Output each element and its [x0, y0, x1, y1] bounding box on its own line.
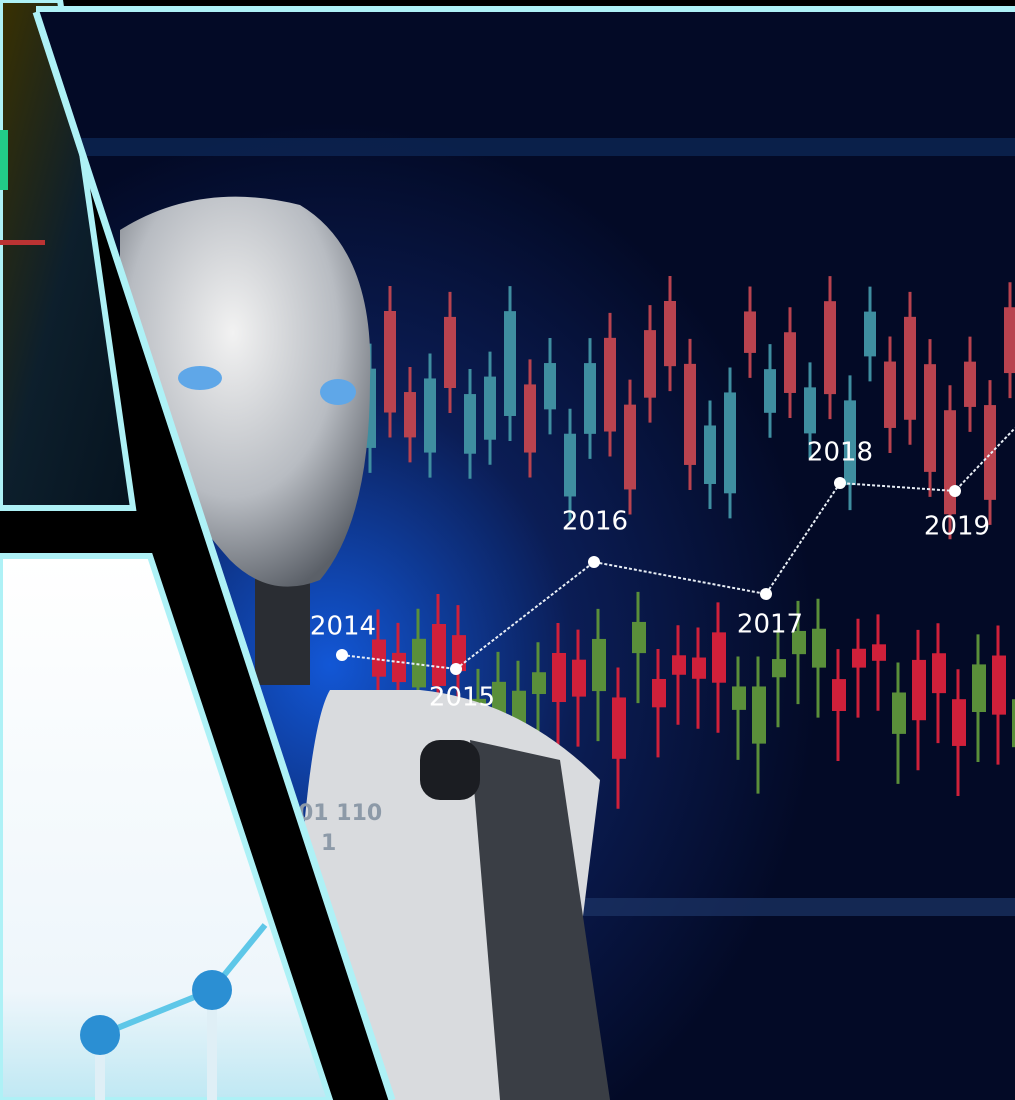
candle-body	[892, 692, 906, 734]
candle-body	[972, 664, 986, 713]
year-label: 2014	[310, 612, 376, 642]
candle-body	[844, 400, 856, 486]
candle-body	[552, 652, 566, 703]
candle-body	[652, 678, 666, 708]
candle-body	[392, 652, 406, 683]
candle-body	[484, 376, 496, 440]
candle-body	[884, 361, 896, 428]
candle-body	[812, 628, 826, 668]
band	[36, 138, 1015, 156]
candle-body	[872, 644, 886, 661]
candle-body	[452, 635, 466, 672]
candle-body	[564, 433, 576, 497]
candle-body	[424, 378, 436, 453]
candle-body	[852, 648, 866, 668]
candle-body	[384, 310, 396, 413]
candle-body	[1012, 699, 1015, 748]
candle-body	[532, 672, 546, 695]
panel-detail	[0, 240, 45, 245]
timeline-dot	[760, 588, 772, 600]
candle-body	[792, 630, 806, 655]
candle-body	[912, 659, 926, 721]
candle-body	[584, 363, 596, 434]
candle-body	[1004, 307, 1015, 374]
timeline-dot	[834, 477, 846, 489]
candle-body	[952, 699, 966, 746]
candle-body	[644, 330, 656, 398]
candle-body	[524, 384, 536, 453]
candle-body	[832, 679, 846, 711]
overlay-code: 01 110	[298, 801, 382, 826]
year-label: 2018	[807, 438, 873, 468]
candle-body	[412, 638, 426, 688]
candle-body	[704, 425, 716, 484]
bottom-left-panel	[0, 553, 334, 1100]
candle-body	[592, 638, 606, 692]
candle-body	[432, 624, 446, 686]
candle-body	[944, 410, 956, 515]
candle-body	[712, 632, 726, 683]
candle-body	[732, 686, 746, 710]
candle-body	[984, 405, 996, 500]
candle-body	[404, 392, 416, 438]
candle-body	[572, 659, 586, 697]
candle-body	[544, 363, 556, 410]
candle-body	[372, 639, 386, 677]
panel-border	[32, 10, 396, 1100]
candle-body	[992, 655, 1006, 715]
molecule-graphic	[80, 923, 268, 1100]
panel-detail	[0, 130, 8, 190]
timeline-dot	[588, 556, 600, 568]
candle-body	[492, 681, 506, 715]
robot: 01 110 1 1	[120, 196, 610, 1100]
year-label: 2017	[737, 610, 803, 640]
candle-body	[824, 301, 836, 395]
candle-body	[864, 311, 876, 357]
candle-body	[684, 363, 696, 465]
top-left-panel	[0, 0, 137, 511]
candle-body	[924, 364, 936, 472]
candle-body	[752, 686, 766, 744]
candle-body	[784, 332, 796, 393]
timeline: 2014 2015 2016 2017 2018 2019	[310, 427, 1015, 713]
candle-body	[764, 369, 776, 413]
candle-body	[672, 655, 686, 675]
candle-body	[692, 657, 706, 679]
candle-body	[964, 361, 976, 407]
candle-body	[504, 311, 516, 416]
timeline-dot	[336, 649, 348, 661]
candle-body	[744, 311, 756, 353]
year-label: 2015	[429, 683, 495, 713]
candle-body	[932, 653, 946, 694]
candle-body	[904, 316, 916, 420]
candle-body	[724, 392, 736, 494]
candle-body	[464, 394, 476, 454]
candle-body	[444, 316, 456, 389]
candle-body	[772, 659, 786, 678]
candle-body	[804, 387, 816, 434]
timeline-dot	[949, 485, 961, 497]
candle-body	[632, 621, 646, 654]
candle-body	[612, 697, 626, 759]
candle-body	[664, 300, 676, 367]
candlesticks	[364, 275, 1015, 809]
year-label: 2019	[924, 512, 990, 542]
candle-body	[624, 404, 636, 490]
candle-body	[604, 337, 616, 432]
timeline-dot	[450, 663, 462, 675]
year-label: 2016	[562, 507, 628, 537]
